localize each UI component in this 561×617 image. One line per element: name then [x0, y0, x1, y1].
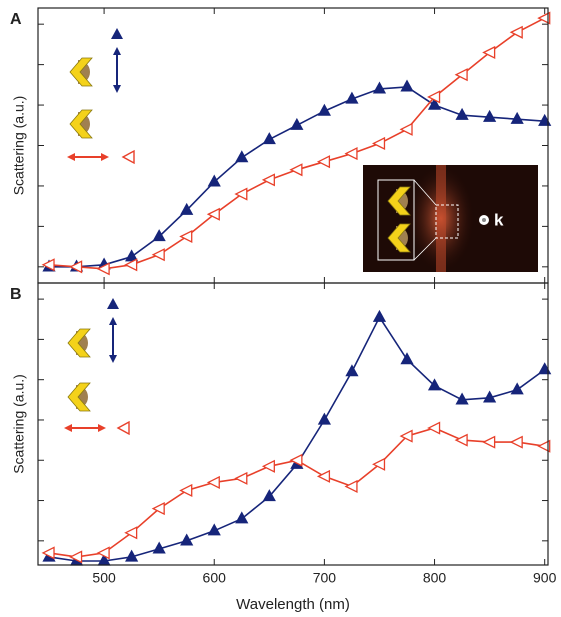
panel-label: A [10, 11, 22, 28]
data-point [344, 147, 358, 161]
data-point [124, 258, 138, 272]
data-point [372, 81, 387, 94]
data-point [41, 258, 55, 272]
data-point [96, 546, 110, 560]
data-point [261, 173, 275, 187]
data-point [427, 90, 441, 104]
data-point [234, 471, 248, 485]
y-axis-label: Scattering (a.u.) [11, 374, 27, 474]
data-point [372, 309, 387, 322]
x-axis-label: Wavelength (nm) [236, 596, 350, 613]
x-tick-label: 800 [423, 570, 447, 586]
data-point [454, 68, 468, 82]
data-point [124, 526, 138, 540]
data-point [345, 91, 359, 104]
data-point [316, 469, 331, 483]
data-point [400, 352, 414, 365]
data-point [510, 111, 524, 124]
data-point [344, 479, 358, 493]
data-point [345, 364, 359, 377]
data-point [372, 457, 386, 471]
data-point [372, 136, 386, 151]
data-point [427, 378, 442, 391]
data-point [41, 546, 55, 560]
inset-label: k [494, 210, 504, 229]
data-point [180, 202, 194, 215]
x-tick-label: 500 [92, 570, 116, 586]
data-point [125, 249, 139, 262]
data-point [234, 187, 248, 201]
data-point [125, 549, 139, 562]
data-point [454, 433, 468, 447]
data-point [206, 475, 220, 489]
data-point [455, 392, 469, 405]
data-point [206, 207, 220, 221]
series-line [48, 427, 545, 558]
data-point [317, 103, 331, 116]
data-point [207, 174, 221, 187]
data-point [482, 45, 496, 60]
data-point [290, 117, 304, 130]
legend-icons [64, 28, 135, 436]
data-point [179, 483, 193, 498]
data-point [207, 523, 221, 536]
data-point [537, 439, 551, 453]
x-tick-label: 700 [313, 570, 337, 586]
panel-label: B [10, 286, 22, 303]
data-point [152, 541, 166, 554]
series-line [48, 315, 546, 562]
data-point [289, 453, 303, 467]
data-point [151, 248, 165, 262]
data-point [483, 109, 497, 122]
data-point [179, 229, 193, 244]
data-point [262, 489, 276, 502]
x-tick-label: 900 [533, 570, 557, 586]
data-point [261, 459, 275, 473]
data-point [152, 229, 166, 242]
data-point [509, 25, 523, 39]
data-point [235, 150, 249, 163]
inset-image: k [363, 165, 538, 272]
data-point [151, 502, 165, 516]
data-point [537, 11, 551, 25]
data-point [400, 79, 414, 92]
data-point [399, 429, 413, 443]
data-point [316, 155, 331, 169]
data-point [427, 97, 442, 110]
data-point [483, 390, 497, 403]
plot-frame [37, 282, 549, 566]
data-point [482, 435, 496, 449]
data-point [289, 163, 303, 177]
data-point [509, 435, 523, 449]
data-point [96, 262, 110, 276]
data-point [235, 511, 249, 524]
data-point [180, 533, 194, 546]
data-point [427, 421, 441, 435]
data-point [262, 132, 276, 145]
y-axis-label: Scattering (a.u.) [11, 96, 27, 196]
data-point [455, 107, 469, 120]
data-point [69, 260, 83, 274]
data-point [69, 550, 83, 564]
data-point [399, 122, 413, 136]
x-tick-label: 600 [203, 570, 227, 586]
data-point [317, 412, 331, 425]
data-point [510, 382, 524, 395]
